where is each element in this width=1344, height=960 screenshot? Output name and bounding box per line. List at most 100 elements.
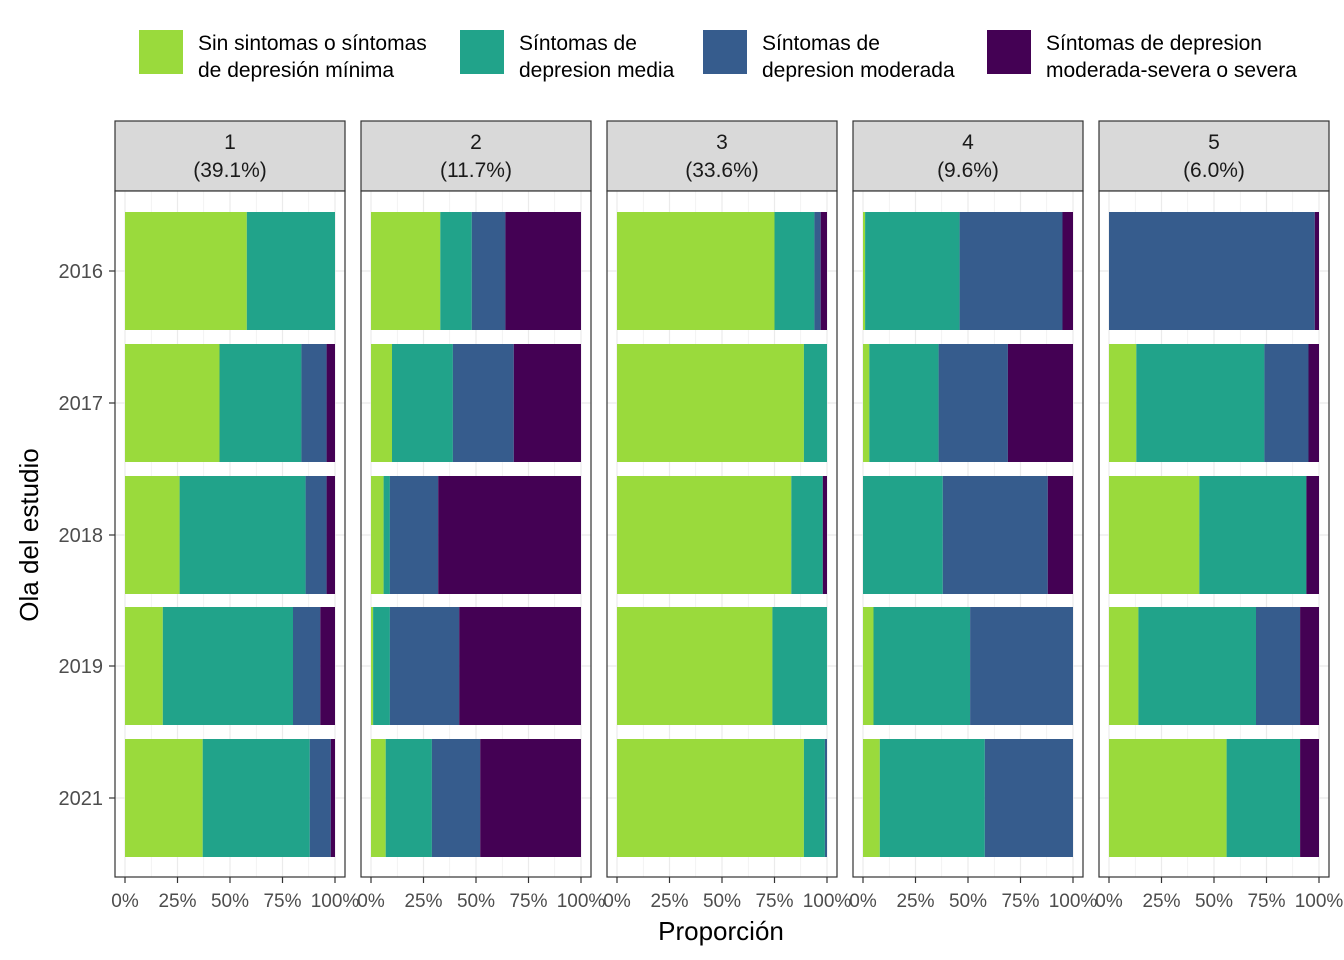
bar-segment: [1109, 607, 1139, 725]
bar-segment: [330, 739, 335, 857]
facet-strip: [360, 120, 592, 192]
facet-panel: 5 (6.0%) 0% 25% 50% 75% 100%: [1095, 120, 1343, 912]
bar-segment: [879, 739, 985, 857]
bar-segment: [1199, 476, 1307, 594]
bar-segment: [1138, 607, 1256, 725]
x-tick-label: 75%: [509, 891, 547, 912]
bar-segment: [293, 607, 321, 725]
legend-label: depresion media: [519, 59, 675, 82]
bar-segment: [125, 212, 247, 330]
legend-swatch: [139, 30, 183, 74]
y-tick-label: 2021: [59, 788, 104, 810]
bar-segment: [219, 344, 302, 462]
x-tick-label: 0%: [357, 891, 385, 912]
x-tick-label: 25%: [896, 891, 934, 912]
x-tick-label: 50%: [1195, 891, 1233, 912]
bar-segment: [824, 739, 827, 857]
facet-label: 2: [470, 131, 482, 154]
bar-segment: [772, 607, 827, 725]
bar-segment: [617, 607, 773, 725]
bar-segment: [505, 212, 581, 330]
bar-segment: [617, 476, 792, 594]
bar-segment: [617, 344, 804, 462]
bar-segment: [1062, 212, 1073, 330]
x-tick-label: 50%: [211, 891, 249, 912]
bar-segment: [1300, 607, 1319, 725]
bar-segment: [863, 476, 943, 594]
bar-segment: [863, 607, 874, 725]
bar-segment: [389, 476, 439, 594]
bar-segment: [814, 212, 821, 330]
bar-segment: [371, 739, 386, 857]
bar-segment: [863, 344, 870, 462]
x-tick-label: 25%: [1142, 891, 1180, 912]
bar-segment: [125, 344, 220, 462]
x-tick-label: 75%: [1247, 891, 1285, 912]
bar-segment: [162, 607, 293, 725]
bar-segment: [305, 476, 327, 594]
facet-panel: 2 (11.7%) 0% 25% 50% 75% 100%: [357, 120, 606, 912]
facet-sublabel: (39.1%): [193, 159, 267, 182]
x-tick-label: 0%: [111, 891, 139, 912]
bar-segment: [480, 739, 581, 857]
bar-segment: [873, 607, 971, 725]
facet-panels: 1(39.1%)0% 25% 50% 75% 100%20162017201820192…: [59, 120, 1343, 912]
bar-segment: [471, 212, 506, 330]
facet-strip: [606, 120, 838, 192]
bar-segment: [1256, 607, 1301, 725]
bar-segment: [938, 344, 1008, 462]
bar-segment: [1264, 344, 1309, 462]
legend-swatch: [987, 30, 1031, 74]
x-tick-label: 100%: [557, 891, 606, 912]
bar-segment: [371, 212, 441, 330]
facet-panel: 1 (39.1%) 0% 25% 50% 75% 100% 2016 2017 2018 2019 2…: [59, 120, 360, 912]
facet-sublabel: (6.0%): [1183, 159, 1245, 182]
x-tick-label: 100%: [311, 891, 360, 912]
bar-segment: [309, 739, 331, 857]
bar-segment: [125, 476, 180, 594]
legend-label: moderada-severa o severa: [1046, 59, 1297, 82]
bar-segment: [1109, 739, 1227, 857]
legend-label: depresion moderada: [762, 59, 955, 82]
x-tick-label: 75%: [755, 891, 793, 912]
legend-item: Sin sintomas o síntomas de depresión míni…: [139, 30, 427, 82]
bar-segment: [1007, 344, 1073, 462]
legend: Sin sintomas o síntomas de depresión míni…: [139, 30, 1297, 82]
facet-label: 5: [1208, 131, 1220, 154]
bar-segment: [125, 607, 163, 725]
x-tick-label: 50%: [949, 891, 987, 912]
bar-segment: [1314, 212, 1319, 330]
legend-item: Síntomas de depresion moderada-severa o s…: [987, 30, 1297, 82]
bar-segment: [863, 739, 880, 857]
legend-label: Síntomas de: [519, 32, 637, 55]
bar-segment: [1308, 344, 1319, 462]
bar-segment: [440, 212, 472, 330]
legend-swatch: [460, 30, 504, 74]
bar-segment: [438, 476, 581, 594]
bar-segment: [389, 607, 460, 725]
bar-segment: [803, 739, 825, 857]
bar-segment: [371, 607, 374, 725]
bar-segment: [371, 476, 384, 594]
legend-swatch: [703, 30, 747, 74]
y-tick-label: 2019: [59, 656, 104, 678]
x-tick-label: 25%: [158, 891, 196, 912]
x-tick-label: 25%: [650, 891, 688, 912]
bar-segment: [863, 212, 866, 330]
bar-segment: [1226, 739, 1301, 857]
legend-label: Sin sintomas o síntomas: [198, 32, 427, 55]
legend-label: Síntomas de depresion: [1046, 32, 1262, 55]
bar-segment: [513, 344, 581, 462]
bar-segment: [1109, 212, 1315, 330]
bar-segment: [202, 739, 310, 857]
bar-segment: [392, 344, 453, 462]
bar-segment: [246, 212, 335, 330]
facet-strip: [1098, 120, 1330, 192]
x-tick-label: 0%: [1095, 891, 1123, 912]
legend-item: Síntomas de depresion media: [460, 30, 675, 82]
bar-segment: [125, 739, 203, 857]
bar-segment: [869, 344, 939, 462]
bar-segment: [1306, 476, 1319, 594]
bar-segment: [383, 476, 390, 594]
facet-label: 1: [224, 131, 236, 154]
